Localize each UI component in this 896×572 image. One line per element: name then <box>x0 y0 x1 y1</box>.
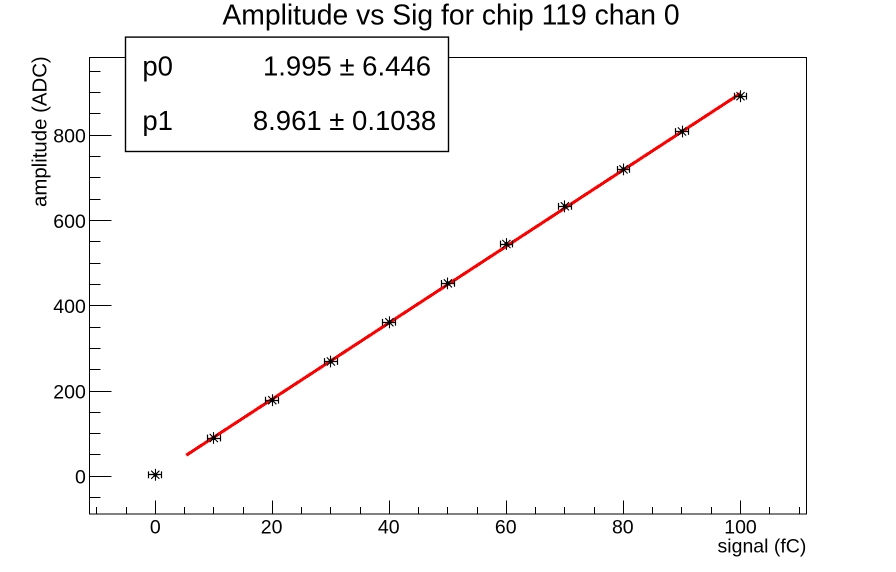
svg-text:signal (fC): signal (fC) <box>718 536 807 558</box>
svg-text:20: 20 <box>261 517 283 539</box>
svg-text:p0: p0 <box>142 51 173 82</box>
svg-text:1.995 ± 6.446: 1.995 ± 6.446 <box>263 51 431 82</box>
svg-text:amplitude (ADC): amplitude (ADC) <box>30 56 52 207</box>
svg-text:400: 400 <box>53 296 86 318</box>
svg-text:p1: p1 <box>142 105 173 136</box>
svg-text:200: 200 <box>53 381 86 403</box>
svg-text:800: 800 <box>53 126 86 148</box>
svg-text:80: 80 <box>612 517 634 539</box>
svg-text:0: 0 <box>150 517 161 539</box>
svg-text:100: 100 <box>724 517 757 539</box>
svg-text:600: 600 <box>53 211 86 233</box>
svg-text:0: 0 <box>75 467 86 489</box>
svg-text:60: 60 <box>495 517 517 539</box>
svg-text:8.961 ± 0.1038: 8.961 ± 0.1038 <box>253 105 436 136</box>
svg-text:Amplitude vs Sig for chip 119: Amplitude vs Sig for chip 119 chan 0 <box>222 0 679 31</box>
svg-text:40: 40 <box>378 517 400 539</box>
